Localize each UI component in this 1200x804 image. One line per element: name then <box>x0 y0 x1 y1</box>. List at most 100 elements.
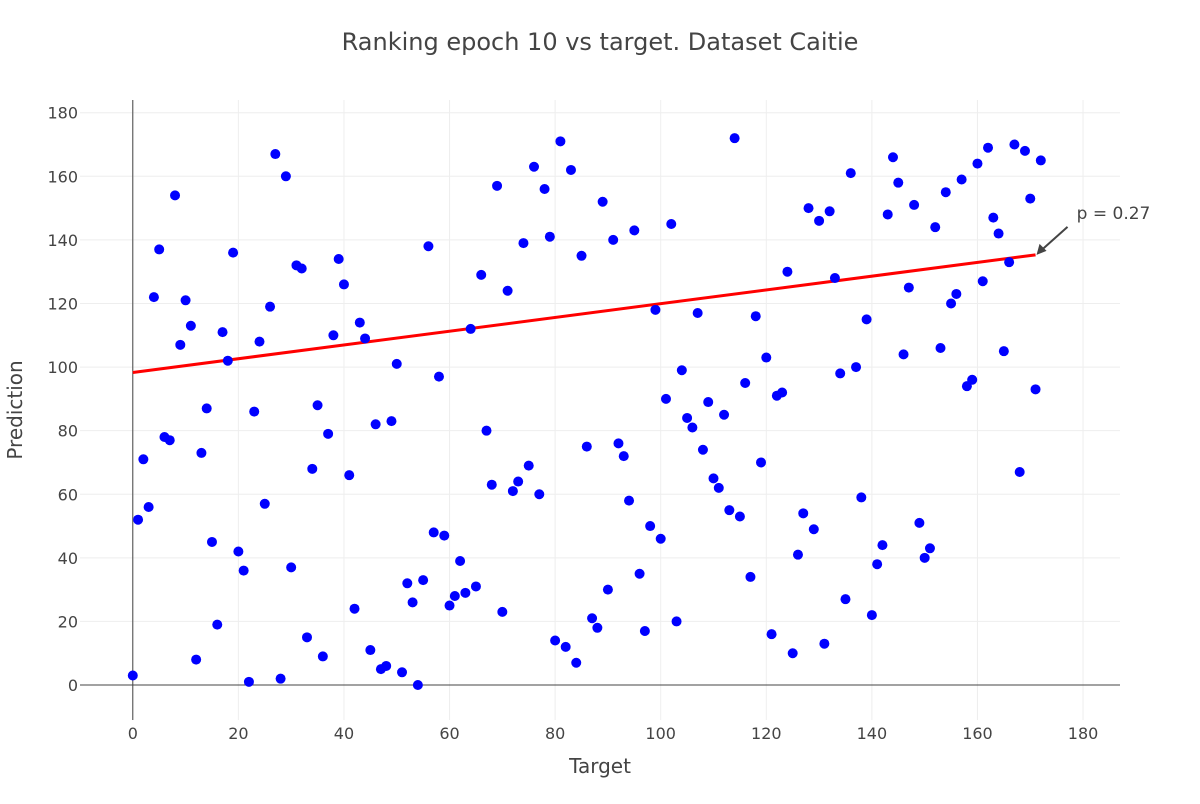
data-point <box>175 339 186 350</box>
data-point <box>576 250 587 261</box>
data-point <box>344 470 355 481</box>
data-point <box>634 568 645 579</box>
data-point <box>629 225 640 236</box>
data-point <box>708 473 719 484</box>
x-tick-label: 20 <box>228 724 248 743</box>
data-point <box>792 549 803 560</box>
data-point <box>333 253 344 264</box>
data-point <box>645 521 656 532</box>
data-point <box>249 406 260 417</box>
data-point <box>164 435 175 446</box>
data-point <box>370 419 381 430</box>
data-point <box>972 158 983 169</box>
data-point <box>185 320 196 331</box>
data-point <box>967 374 978 385</box>
data-point <box>761 352 772 363</box>
data-point <box>1004 257 1015 268</box>
data-point <box>518 238 529 249</box>
data-point <box>381 660 392 671</box>
data-point <box>861 314 872 325</box>
data-point <box>671 616 682 627</box>
data-point <box>539 184 550 195</box>
data-point <box>924 543 935 554</box>
data-point <box>734 511 745 522</box>
data-point <box>676 365 687 376</box>
data-point <box>154 244 165 255</box>
x-tick-label: 180 <box>1068 724 1099 743</box>
data-point <box>312 400 323 411</box>
data-point <box>829 273 840 284</box>
data-point <box>951 288 962 299</box>
data-point <box>724 505 735 516</box>
data-point <box>513 476 524 487</box>
data-point <box>544 231 555 242</box>
data-point <box>455 556 466 567</box>
x-tick-label: 160 <box>962 724 993 743</box>
data-point <box>323 428 334 439</box>
data-point <box>697 444 708 455</box>
data-point <box>497 606 508 617</box>
data-point <box>729 133 740 144</box>
data-point <box>523 460 534 471</box>
data-point <box>243 676 254 687</box>
data-point <box>988 212 999 223</box>
data-point <box>265 301 276 312</box>
data-point <box>740 377 751 388</box>
data-point <box>940 187 951 198</box>
data-point <box>666 219 677 229</box>
data-point <box>307 463 318 474</box>
data-point <box>682 412 693 423</box>
data-point <box>465 323 476 334</box>
x-tick-label: 100 <box>645 724 676 743</box>
data-point <box>1030 384 1041 395</box>
data-point <box>935 343 946 353</box>
data-point <box>476 269 487 280</box>
data-point <box>777 387 788 398</box>
data-point <box>127 670 138 681</box>
data-point <box>983 142 994 153</box>
data-point <box>703 397 714 408</box>
data-point <box>191 654 202 665</box>
x-tick-label: 60 <box>439 724 459 743</box>
data-point <box>1009 139 1020 150</box>
data-point <box>138 454 149 465</box>
data-point <box>687 422 698 433</box>
data-point <box>914 517 925 528</box>
x-tick-label: 80 <box>545 724 565 743</box>
x-tick-label: 0 <box>128 724 138 743</box>
y-tick-label: 180 <box>47 104 78 123</box>
annotation-text: p = 0.27 <box>1077 204 1151 224</box>
data-point <box>814 215 825 226</box>
data-point <box>592 622 603 633</box>
data-point <box>507 486 518 497</box>
data-point <box>840 594 851 605</box>
fit-line-group <box>132 253 1036 374</box>
data-point <box>581 441 592 452</box>
data-point <box>217 327 228 338</box>
data-point <box>650 304 661 315</box>
data-point <box>360 333 371 344</box>
data-point <box>824 206 835 217</box>
data-point <box>845 168 856 179</box>
data-point <box>624 495 635 506</box>
tick-labels: 0 20 40 60 80 100 120 140 160 180 0 20 40 60 80 100 120 1… <box>47 104 1098 743</box>
data-point <box>423 241 434 252</box>
data-point <box>1014 467 1025 477</box>
data-point <box>428 527 439 538</box>
data-point <box>206 536 217 547</box>
data-point <box>787 648 798 659</box>
axes <box>80 100 1120 720</box>
y-tick-label: 160 <box>47 167 78 186</box>
data-point <box>819 638 830 649</box>
data-point <box>254 336 265 347</box>
data-point <box>555 136 566 147</box>
data-point <box>180 295 191 306</box>
data-point <box>655 533 666 544</box>
data-point <box>835 368 846 379</box>
data-point <box>196 447 207 458</box>
data-point <box>148 292 159 303</box>
data-point <box>639 625 650 636</box>
data-point <box>977 276 988 287</box>
data-point <box>365 645 376 656</box>
